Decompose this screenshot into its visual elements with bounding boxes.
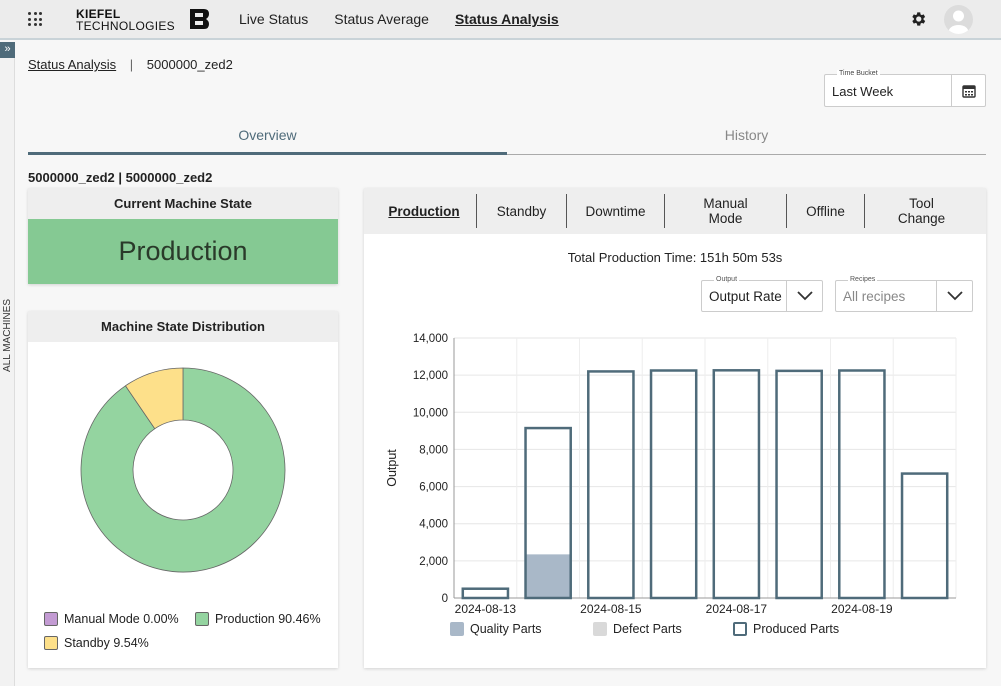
tab-manual-mode[interactable]: Manual Mode bbox=[664, 194, 786, 228]
bar-produced-parts[interactable] bbox=[712, 369, 761, 600]
tab-label: Tool Change bbox=[897, 196, 946, 226]
bar-produced-parts[interactable] bbox=[775, 369, 823, 600]
y-tick-label: 0 bbox=[442, 593, 448, 605]
donut-chart bbox=[80, 367, 286, 573]
avatar-icon[interactable] bbox=[944, 5, 973, 34]
x-tick-label: 2024-08-19 bbox=[831, 602, 893, 613]
recipes-select-value[interactable]: All recipes bbox=[843, 289, 906, 304]
legend-swatch bbox=[44, 612, 58, 626]
distribution-card: Machine State Distribution Manual Mode 0… bbox=[28, 311, 338, 668]
production-chart-card: Production Standby Downtime Manual Mode … bbox=[364, 188, 986, 668]
donut-slice-standby[interactable] bbox=[124, 367, 184, 430]
tab-tool-change[interactable]: Tool Change bbox=[864, 194, 978, 228]
legend-label: Production 90.46% bbox=[215, 612, 321, 626]
current-state-title: Current Machine State bbox=[28, 188, 338, 219]
legend-swatch bbox=[733, 622, 747, 636]
y-tick-label: 6,000 bbox=[419, 482, 448, 494]
y-tick-label: 2,000 bbox=[419, 556, 448, 568]
legend-label: Quality Parts bbox=[470, 622, 542, 636]
breadcrumb-separator: | bbox=[129, 57, 134, 72]
legend-swatch bbox=[44, 636, 58, 650]
legend-label: Standby 9.54% bbox=[64, 636, 149, 650]
bar-produced-parts[interactable] bbox=[838, 369, 886, 600]
tab-label: Downtime bbox=[585, 203, 646, 219]
legend-production[interactable]: Production 90.46% bbox=[195, 612, 321, 626]
x-tick-label: 2024-08-15 bbox=[580, 602, 642, 613]
donut-slice-production[interactable] bbox=[80, 367, 286, 573]
grid-icon[interactable] bbox=[28, 12, 42, 26]
total-production-time: Total Production Time: 151h 50m 53s bbox=[567, 250, 783, 265]
y-tick-label: 10,000 bbox=[413, 407, 448, 419]
logo-b-icon bbox=[190, 9, 209, 29]
top-bar: KIEFEL TECHNOLOGIES Live Status Status Av… bbox=[0, 0, 1001, 40]
chevron-down-icon[interactable] bbox=[786, 281, 822, 311]
y-tick-label: 12,000 bbox=[413, 370, 448, 382]
bar-produced-parts[interactable] bbox=[649, 369, 698, 600]
sidebar-toggle[interactable]: » bbox=[0, 42, 15, 58]
logo-line1: KIEFEL bbox=[76, 7, 121, 21]
y-axis-label: Output bbox=[385, 449, 399, 487]
tab-overview[interactable]: Overview bbox=[28, 120, 507, 155]
chevron-down-icon[interactable] bbox=[936, 281, 972, 311]
time-bucket-field[interactable]: Time Bucket Last Week bbox=[824, 70, 986, 107]
view-tabs: Overview History bbox=[28, 120, 986, 155]
legend-swatch bbox=[450, 622, 464, 636]
nav-item-live-status[interactable]: Live Status bbox=[239, 11, 309, 27]
current-state-card: Current Machine State Production bbox=[28, 188, 338, 284]
tab-label: Production bbox=[388, 203, 460, 219]
nav-item-status-analysis[interactable]: Status Analysis bbox=[454, 11, 559, 27]
bar-quality-parts[interactable] bbox=[525, 554, 571, 598]
legend-swatch bbox=[195, 612, 209, 626]
breadcrumb-parent[interactable]: Status Analysis bbox=[28, 57, 117, 72]
legend-label: Manual Mode 0.00% bbox=[64, 612, 179, 626]
y-tick-label: 8,000 bbox=[419, 444, 448, 456]
recipes-select-label: Recipes bbox=[848, 276, 878, 283]
x-tick-label: 2024-08-17 bbox=[706, 602, 768, 613]
chart-legend-produced-parts[interactable]: Produced Parts bbox=[733, 622, 839, 636]
bar-produced-parts[interactable] bbox=[461, 587, 510, 600]
legend-swatch bbox=[593, 622, 607, 636]
tab-label: Manual Mode bbox=[703, 196, 748, 226]
side-strip bbox=[0, 42, 15, 686]
state-tabs: Production Standby Downtime Manual Mode … bbox=[364, 188, 986, 234]
time-bucket-label: Time Bucket bbox=[837, 70, 880, 77]
output-select[interactable]: Output Output Rate bbox=[701, 276, 823, 312]
output-select-value[interactable]: Output Rate bbox=[709, 289, 782, 304]
bar-produced-parts[interactable] bbox=[900, 472, 949, 600]
y-tick-label: 14,000 bbox=[413, 333, 448, 345]
breadcrumb: Status Analysis | 5000000_zed2 bbox=[28, 57, 233, 72]
tab-downtime[interactable]: Downtime bbox=[566, 194, 664, 228]
main-nav: Live Status Status Average Status Analysis bbox=[239, 11, 559, 27]
breadcrumb-current: 5000000_zed2 bbox=[146, 57, 233, 72]
bar-produced-parts[interactable] bbox=[587, 370, 635, 600]
gear-icon[interactable] bbox=[909, 10, 927, 28]
tab-standby[interactable]: Standby bbox=[476, 194, 566, 228]
distribution-title: Machine State Distribution bbox=[28, 311, 338, 342]
legend-label: Produced Parts bbox=[753, 622, 840, 636]
tab-production[interactable]: Production bbox=[384, 194, 464, 228]
machine-title: 5000000_zed2 | 5000000_zed2 bbox=[28, 170, 213, 185]
recipes-select[interactable]: Recipes All recipes bbox=[835, 276, 973, 312]
tab-label: Standby bbox=[496, 203, 547, 219]
production-bar-chart: 0 2,000 4,000 6,000 8,000 10,000 12,000 14,000 O… bbox=[385, 333, 957, 613]
tab-history[interactable]: History bbox=[724, 127, 769, 143]
chart-legend-defect-parts[interactable]: Defect Parts bbox=[593, 622, 682, 636]
tab-offline[interactable]: Offline bbox=[786, 194, 864, 228]
all-machines-label[interactable]: ALL MACHINES bbox=[2, 299, 13, 372]
output-select-label: Output bbox=[714, 276, 740, 283]
legend-manual-mode[interactable]: Manual Mode 0.00% bbox=[44, 612, 179, 626]
calendar-icon[interactable] bbox=[951, 75, 985, 106]
legend-standby[interactable]: Standby 9.54% bbox=[44, 636, 149, 650]
tab-label: Offline bbox=[806, 203, 845, 219]
bar-produced-parts[interactable] bbox=[524, 426, 572, 600]
nav-item-status-average[interactable]: Status Average bbox=[334, 11, 429, 27]
legend-label: Defect Parts bbox=[613, 622, 682, 636]
x-tick-label: 2024-08-13 bbox=[455, 602, 517, 613]
y-tick-label: 4,000 bbox=[419, 519, 448, 531]
current-state-value: Production bbox=[28, 219, 338, 284]
time-bucket-value[interactable]: Last Week bbox=[832, 84, 894, 99]
chart-legend-quality-parts[interactable]: Quality Parts bbox=[450, 622, 542, 636]
logo-line2: TECHNOLOGIES bbox=[76, 19, 175, 33]
